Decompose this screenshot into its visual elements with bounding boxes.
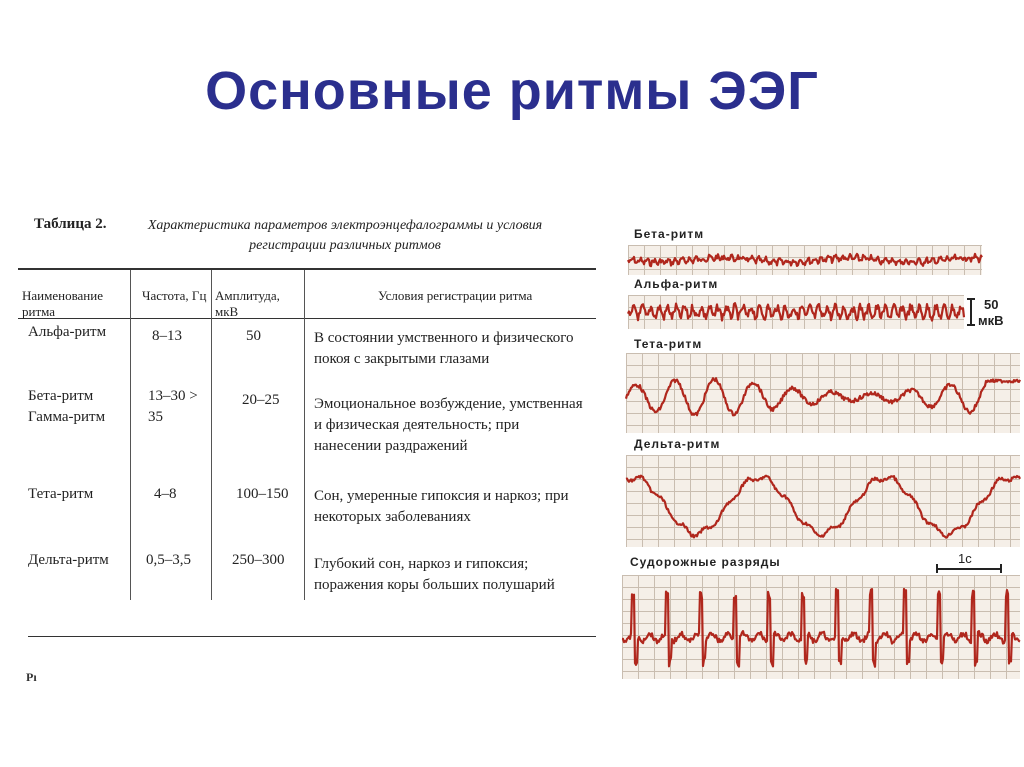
table-header-cond: Условия регистрации ритма xyxy=(378,288,533,303)
table-cell-cond: Сон, умеренные гипоксия и наркоз; при не… xyxy=(314,488,569,525)
table-col-divider xyxy=(304,270,305,600)
table-col-divider xyxy=(211,270,212,600)
eeg-label-alpha: Альфа-ритм xyxy=(634,277,719,291)
table-cell-name: Бета-ритм Гамма-ритм xyxy=(28,388,106,425)
eeg-grid-delta xyxy=(626,455,1020,547)
eeg-waveform-line xyxy=(625,474,1021,539)
amplitude-scale-bar xyxy=(967,298,975,326)
table-cell-cond: Эмоциональное возбуждение, умственная и … xyxy=(314,396,583,454)
table-header-name: Наименование ритма xyxy=(22,288,103,319)
table-cell-freq: 8–13 xyxy=(152,328,182,344)
time-scale-label: 1с xyxy=(958,551,972,566)
table-scan: Таблица 2. Характеристика параметров эле… xyxy=(18,188,598,688)
eeg-traces-panel: Бета-ритм Альфа-ритм 50 мкВ Тета-ритм Де… xyxy=(621,225,1022,685)
slide-title: Основные ритмы ЭЭГ xyxy=(205,61,819,121)
eeg-grid-theta xyxy=(626,353,1020,433)
amplitude-scale-unit: мкВ xyxy=(978,313,1004,328)
eeg-trace-alpha xyxy=(626,302,966,322)
table-header-rule xyxy=(18,318,596,319)
eeg-label-theta: Тета-ритм xyxy=(634,337,703,351)
eeg-label-seizure: Судорожные разряды xyxy=(630,555,781,569)
stray-mark: Рı xyxy=(26,670,37,684)
time-scale-bar xyxy=(936,564,1002,573)
table-cell-cond: Глубокий сон, наркоз и гипоксия; поражен… xyxy=(314,556,555,593)
table-cell-amp: 20–25 xyxy=(242,392,280,408)
eeg-grid-beta xyxy=(628,245,982,275)
eeg-label-beta: Бета-ритм xyxy=(634,227,705,241)
table-cell-amp: 50 xyxy=(246,328,261,344)
eeg-waveform-line xyxy=(624,377,1021,417)
table-label: Таблица 2. xyxy=(34,216,107,232)
table-header-freq: Частота, Гц xyxy=(142,288,207,303)
table-col-divider xyxy=(130,270,131,600)
table-header-amp: Амплитуда, мкВ xyxy=(215,288,280,319)
table-cell-freq: 13–30 > 35 xyxy=(148,388,198,425)
eeg-trace-beta xyxy=(627,252,983,268)
table-top-rule xyxy=(18,268,596,270)
eeg-waveform-line xyxy=(621,587,1021,668)
amplitude-scale-value: 50 xyxy=(984,297,999,312)
table-cell-name: Дельта-ритм xyxy=(28,552,109,568)
table-cell-freq: 0,5–3,5 xyxy=(146,552,191,568)
eeg-label-delta: Дельта-ритм xyxy=(634,437,721,451)
table-cell-amp: 250–300 xyxy=(232,552,285,568)
eeg-trace-seizure xyxy=(621,587,1021,668)
eeg-waveform-line xyxy=(626,302,966,322)
table-cell-cond: В состоянии умственного и физического по… xyxy=(314,330,574,367)
eeg-trace-delta xyxy=(625,474,1021,539)
table-cell-freq: 4–8 xyxy=(154,486,177,502)
eeg-grid-seizure xyxy=(622,575,1020,679)
table-caption: Характеристика параметров электроэнцефал… xyxy=(147,218,543,253)
eeg-trace-theta xyxy=(624,377,1021,417)
table-cell-name: Тета-ритм xyxy=(28,486,94,502)
table-cell-name: Альфа-ритм xyxy=(28,324,107,340)
table-cell-amp: 100–150 xyxy=(236,486,289,502)
eeg-waveform-line xyxy=(627,252,983,268)
table-bottom-rule xyxy=(28,636,596,637)
